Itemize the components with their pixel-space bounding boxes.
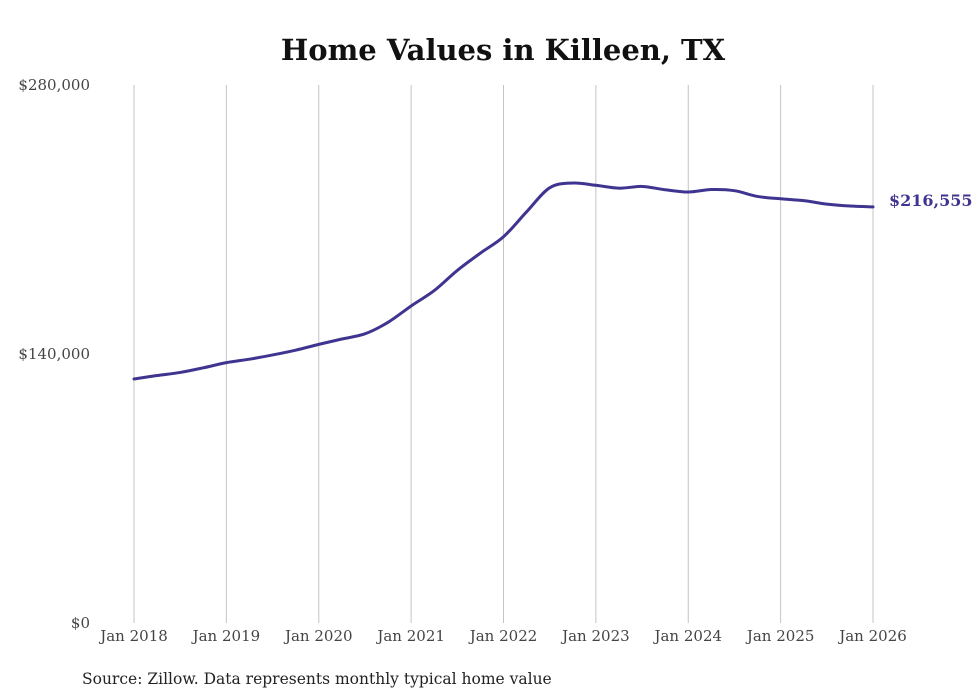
y-tick-label: $0 xyxy=(71,614,90,632)
y-tick-label: $280,000 xyxy=(18,76,90,94)
x-tick-label: Jan 2018 xyxy=(98,627,168,645)
x-axis-ticks: Jan 2018 Jan 2019 Jan 2020 Jan 2021 Jan 2022… xyxy=(98,627,907,645)
x-tick-label: Jan 2020 xyxy=(283,627,353,645)
series-line-home-value xyxy=(132,181,875,381)
y-tick-label: $140,000 xyxy=(18,345,90,363)
vertical-gridlines xyxy=(133,85,874,623)
x-tick-label: Jan 2026 xyxy=(837,627,907,645)
x-tick-label: Jan 2025 xyxy=(745,627,815,645)
source-note: Source: Zillow. Data represents monthly … xyxy=(82,670,552,688)
end-value-label: $216,555 xyxy=(889,191,973,210)
x-tick-label: Jan 2022 xyxy=(468,627,538,645)
x-tick-label: Jan 2021 xyxy=(375,627,445,645)
chart-title: Home Values in Killeen, TX xyxy=(281,33,726,67)
x-tick-label: Jan 2024 xyxy=(652,627,722,645)
x-tick-label: Jan 2019 xyxy=(191,627,261,645)
y-axis-ticks: $0 $140,000 $280,000 xyxy=(18,76,90,632)
x-tick-label: Jan 2023 xyxy=(560,627,630,645)
